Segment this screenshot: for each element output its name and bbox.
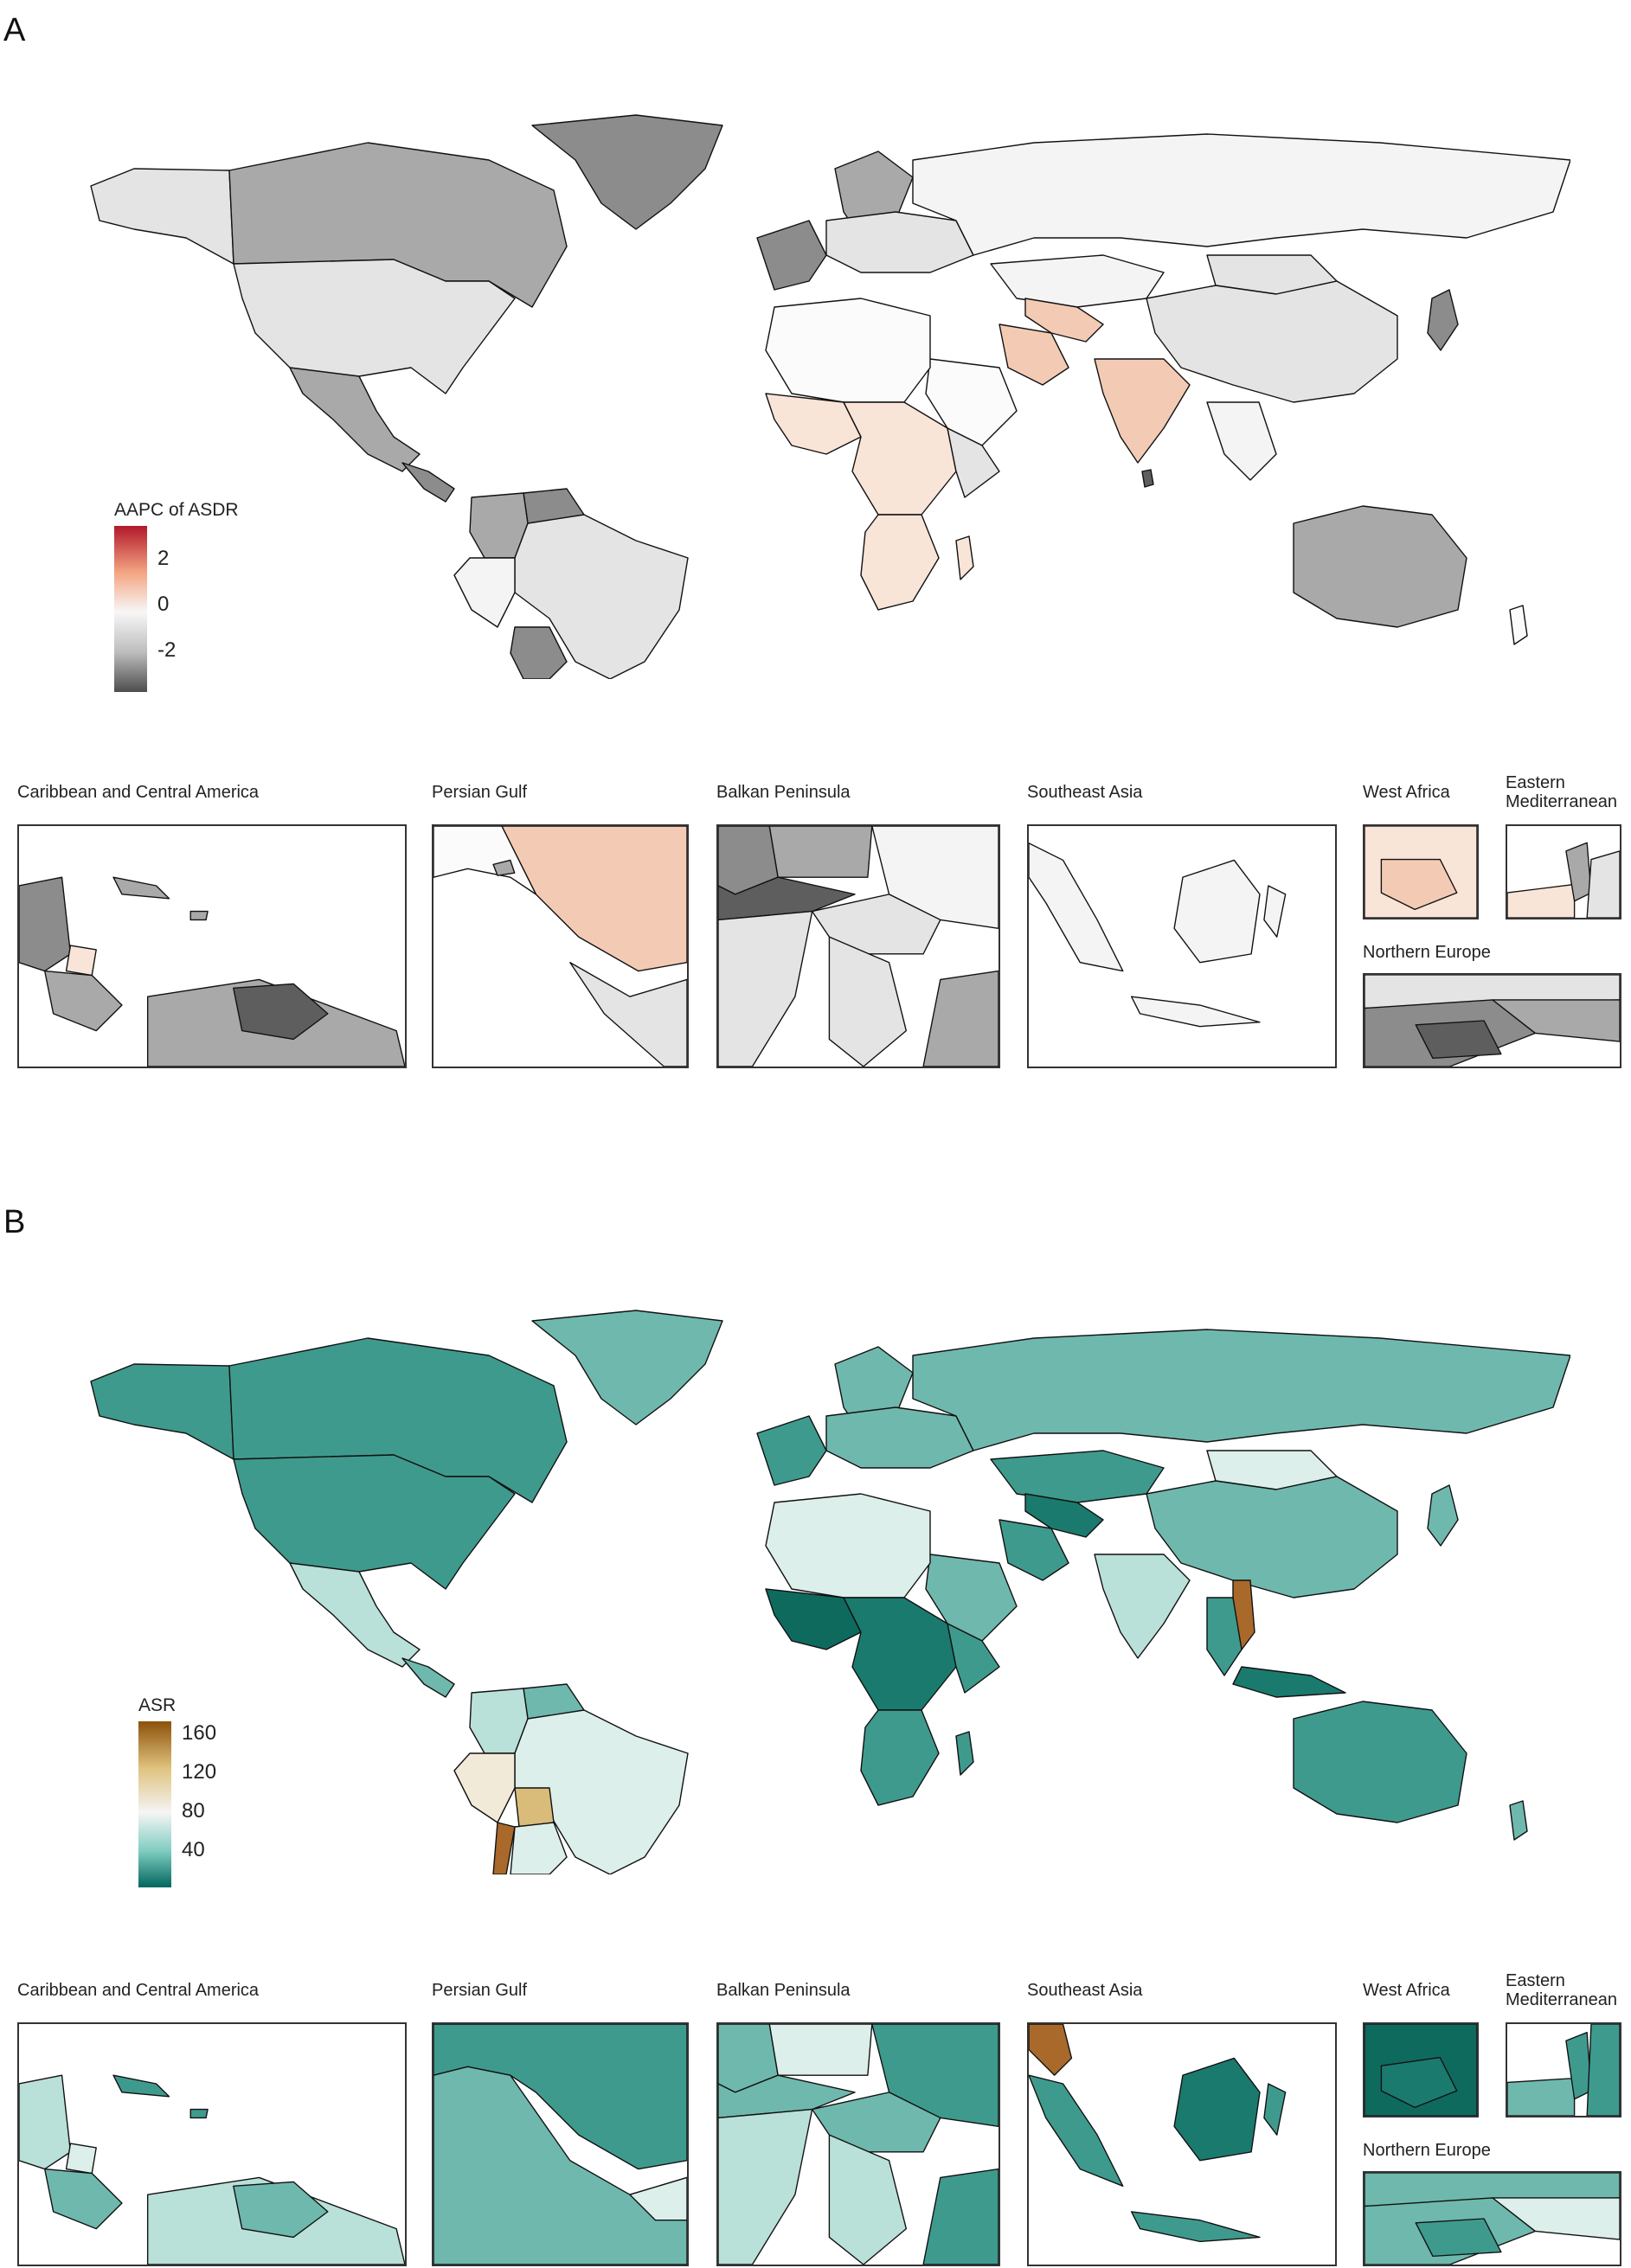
central-asia-b (1024, 1493, 1104, 1538)
mexico-a (289, 367, 421, 472)
australia-a (1293, 505, 1467, 628)
argentina-b (510, 1822, 568, 1874)
inset-title-b: West Africa (1363, 1981, 1450, 2000)
inset-title-a: Balkan Peninsula (716, 783, 851, 802)
inset-title-a: Northern Europe (1363, 943, 1491, 962)
europe-west-b (756, 1415, 827, 1486)
eurasia-africa-a (756, 133, 1570, 645)
europe-east-a (825, 211, 974, 273)
inset-eastern-mediterranean-a (1506, 824, 1621, 919)
inset-title-a: Eastern Mediterranean (1506, 773, 1617, 811)
europe-east-b (825, 1406, 974, 1469)
inset-title-a: Persian Gulf (432, 783, 528, 802)
chile-b (492, 1822, 516, 1874)
southeast-asia-a (1206, 401, 1277, 481)
inset-title-a: West Africa (1363, 783, 1450, 802)
alaska-b (90, 1363, 234, 1460)
madagascar-a (955, 535, 974, 580)
legend-tick-b: 40 (182, 1838, 205, 1861)
central-america-b (401, 1657, 455, 1698)
russia-b (912, 1329, 1570, 1451)
horn-africa-b (947, 1623, 1000, 1694)
legend-title-a: AAPC of ASDR (114, 500, 239, 520)
inset-caribbean-b (17, 2022, 407, 2266)
kazakhstan-b (990, 1450, 1165, 1503)
world-map-a (90, 114, 1570, 679)
argentina-a (510, 626, 568, 679)
inset-title-b: Caribbean and Central America (17, 1981, 260, 2000)
alaska-a (90, 168, 234, 265)
panel-label-a: A (3, 12, 26, 48)
india-a (1094, 358, 1191, 464)
legend-tick-b: 120 (182, 1760, 217, 1784)
china-b (1146, 1476, 1398, 1598)
north-africa-a (765, 298, 931, 403)
legend-bar-b (138, 1721, 171, 1887)
iran-b (999, 1519, 1069, 1581)
europe-west-a (756, 220, 827, 291)
indonesia-b (1232, 1666, 1346, 1698)
inset-title-b: Southeast Asia (1027, 1981, 1143, 2000)
north-africa-b (765, 1493, 931, 1598)
legend-tick-a: 2 (157, 547, 170, 570)
continents-b (90, 1310, 723, 1874)
inset-title-b: Northern Europe (1363, 2141, 1491, 2160)
inset-balkan-a (716, 824, 1000, 1068)
inset-caribbean-a (17, 824, 407, 1068)
inset-eastern-mediterranean-b (1506, 2022, 1621, 2117)
peru-b (453, 1752, 516, 1823)
madagascar-b (955, 1731, 974, 1776)
panel-label-b: B (3, 1204, 26, 1240)
inset-title-b: Eastern Mediterranean (1506, 1971, 1617, 2009)
inset-balkan-b (716, 2022, 1000, 2266)
southern-africa-a (860, 514, 940, 611)
sri-lanka-a (1141, 469, 1154, 488)
inset-persian-gulf-a (432, 824, 689, 1068)
legend-tick-a: -2 (157, 638, 177, 662)
central-africa-b (843, 1597, 957, 1711)
greenland-b (531, 1310, 723, 1426)
inset-southeast-asia-a (1027, 824, 1337, 1068)
inset-title-b: Persian Gulf (432, 1981, 528, 2000)
eurasia-africa-b (756, 1329, 1570, 1841)
inset-northern-europe-a (1363, 973, 1621, 1068)
inset-title-b: Balkan Peninsula (716, 1981, 851, 2000)
inset-title-a: Caribbean and Central America (17, 783, 260, 802)
australia-b (1293, 1701, 1467, 1823)
greenland-a (531, 114, 723, 230)
japan-a (1427, 289, 1459, 351)
inset-title-a: Southeast Asia (1027, 783, 1143, 802)
legend-bar-a (114, 526, 147, 692)
world-map-b (90, 1310, 1570, 1874)
peru-a (453, 557, 516, 628)
japan-b (1427, 1484, 1459, 1547)
inset-west-africa-a (1363, 824, 1479, 919)
mexico-b (289, 1562, 421, 1668)
central-africa-a (843, 401, 957, 516)
central-asia-a (1024, 298, 1104, 343)
bolivia-b (514, 1787, 555, 1828)
kazakhstan-a (990, 254, 1165, 308)
southeast-asia-b (1206, 1597, 1243, 1676)
inset-persian-gulf-b (432, 2022, 689, 2266)
horn-africa-a (947, 427, 1000, 498)
new-zealand-a (1509, 605, 1528, 645)
continents-a (90, 114, 723, 679)
legend-title-b: ASR (138, 1695, 177, 1715)
inset-northern-europe-b (1363, 2171, 1621, 2266)
new-zealand-b (1509, 1800, 1528, 1841)
legend-tick-a: 0 (157, 593, 170, 616)
inset-southeast-asia-b (1027, 2022, 1337, 2266)
iran-a (999, 324, 1069, 386)
usa-a (233, 259, 516, 394)
legend-tick-b: 80 (182, 1799, 205, 1823)
usa-b (233, 1454, 516, 1590)
inset-west-africa-b (1363, 2022, 1479, 2117)
central-america-a (401, 462, 455, 503)
india-b (1094, 1554, 1191, 1659)
china-a (1146, 280, 1398, 403)
legend-tick-b: 160 (182, 1721, 217, 1745)
southern-africa-b (860, 1709, 940, 1806)
russia-a (912, 133, 1570, 256)
